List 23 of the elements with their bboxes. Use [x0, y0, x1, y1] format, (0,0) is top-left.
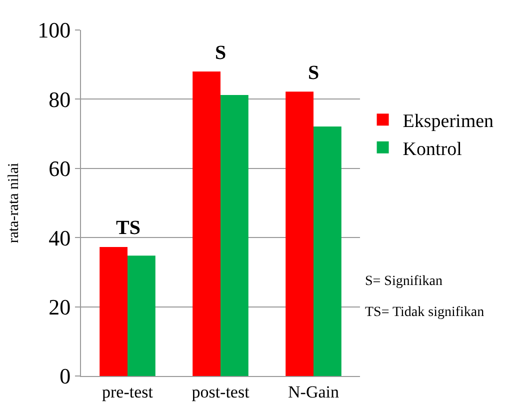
bar	[128, 256, 156, 376]
y-tick-label: 0	[60, 364, 71, 389]
y-tick-label: 100	[38, 18, 71, 43]
legend-label: Kontrol	[402, 138, 462, 160]
x-tick-label: N-Gain	[288, 382, 340, 402]
bar	[100, 246, 128, 376]
annotation: S	[215, 42, 226, 64]
legend-label: Eksperimen	[402, 111, 494, 132]
y-tick-label: 40	[48, 225, 71, 250]
x-tick-label: pre-test	[102, 382, 154, 402]
y-tick-label: 80	[48, 86, 71, 112]
y-axis-title: rata-rata nilai	[6, 162, 22, 244]
text: S= Signifikan	[365, 274, 443, 289]
text: TS= Tidak signifikan	[365, 305, 484, 320]
bar	[314, 126, 342, 376]
x-tick-label: post-test	[192, 382, 250, 402]
bar	[286, 92, 314, 376]
annotation: TS	[116, 217, 140, 239]
bar	[220, 95, 248, 376]
annotation: S	[308, 62, 320, 84]
y-tick-label: 20	[48, 294, 71, 320]
bar	[192, 72, 220, 376]
y-tick-label: 60	[48, 156, 71, 182]
